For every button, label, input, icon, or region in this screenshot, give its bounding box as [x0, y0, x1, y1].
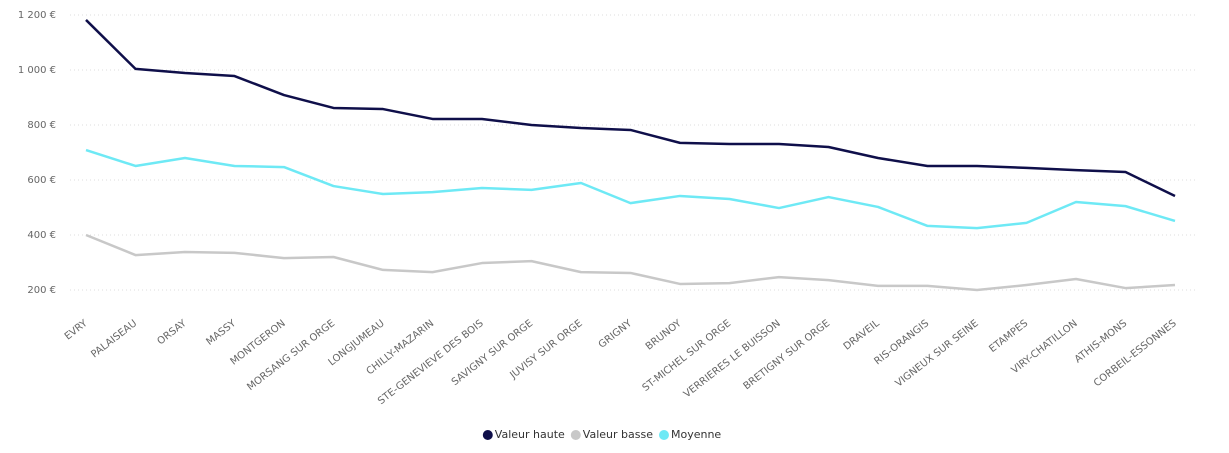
- x-tick-label: STE-GENEVIEVE DES BOIS: [376, 318, 486, 407]
- legend-marker: [570, 430, 581, 440]
- x-tick-label: MASSY: [204, 318, 238, 348]
- legend-marker: [482, 430, 493, 440]
- x-tick-label: GRIGNY: [597, 318, 635, 351]
- x-tick-label: MORSANG SUR ORGE: [245, 318, 337, 393]
- line-series: [85, 148, 1176, 230]
- x-tick-label: VIGNEUX SUR SEINE: [894, 318, 981, 389]
- x-tick-label: CORBEIL-ESSONNES: [1092, 318, 1179, 389]
- legend-marker: [658, 430, 669, 440]
- x-tick-label: SAVIGNY SUR ORGE: [450, 318, 535, 388]
- x-tick-label: BRETIGNY SUR ORGE: [742, 318, 833, 392]
- legend-label: Moyenne: [671, 428, 721, 441]
- x-tick-label: PALAISEAU: [89, 318, 139, 360]
- y-tick-label: 1 000 €: [18, 65, 56, 76]
- x-tick-label: ST-MICHEL SUR ORGE: [641, 318, 734, 394]
- line-series: [85, 233, 1176, 292]
- y-tick-label: 400 €: [27, 230, 56, 241]
- legend-label: Valeur haute: [495, 428, 565, 441]
- x-tick-label: VERRIERES LE BUISSON: [682, 318, 783, 400]
- y-tick-label: 200 €: [27, 285, 56, 296]
- line-series: [85, 19, 1176, 198]
- legend-label: Valeur basse: [583, 428, 653, 441]
- y-tick-label: 800 €: [27, 120, 56, 131]
- legend: Valeur haute Valeur basse Moyenne: [482, 428, 721, 441]
- x-tick-label: ETAMPES: [987, 318, 1030, 355]
- x-tick-label: ORSAY: [155, 318, 189, 348]
- x-tick-label: BRUNOY: [644, 318, 685, 353]
- y-tick-label: 1 200 €: [18, 10, 56, 21]
- x-tick-label: DRAVEIL: [842, 318, 882, 353]
- y-tick-label: 600 €: [27, 175, 56, 186]
- x-tick-label: EVRY: [63, 318, 91, 343]
